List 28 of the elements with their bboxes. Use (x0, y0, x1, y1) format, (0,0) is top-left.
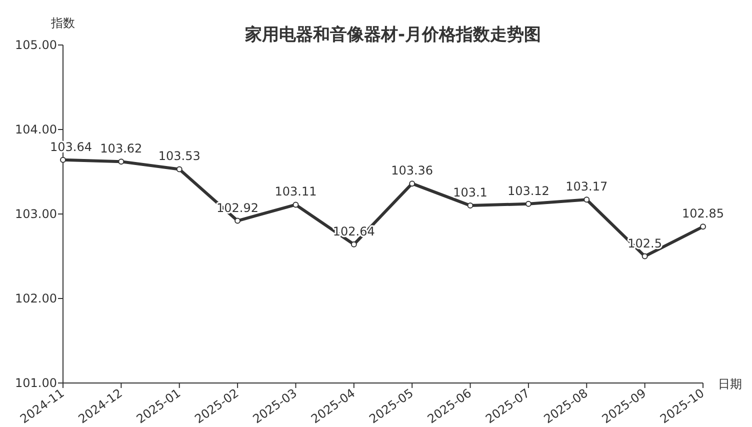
chart-title: 家用电器和音像器材-月价格指数走势图 (244, 25, 542, 45)
point (409, 180, 416, 187)
data-label: 103.11 (274, 184, 317, 199)
data-label: 103.36 (391, 164, 434, 178)
x-axis-title: 日期 (718, 377, 742, 391)
data-label: 103.12 (507, 184, 550, 198)
point (176, 166, 182, 172)
data-label: 103.62 (100, 142, 142, 156)
y-axis-title: 指数 (50, 16, 75, 30)
point (642, 253, 648, 260)
y-tick-label: 101.00 (15, 376, 57, 390)
point (118, 158, 124, 165)
point (350, 241, 357, 248)
data-label: 103.17 (566, 180, 608, 194)
point (700, 224, 706, 230)
data-label: 103.53 (158, 149, 200, 164)
point (584, 196, 590, 203)
data-label: 103.1 (453, 186, 488, 200)
y-tick-label: 103.00 (15, 207, 57, 221)
point (525, 200, 532, 207)
point (292, 202, 299, 208)
y-tick-label: 105.00 (15, 38, 57, 52)
y-tick-label: 104.00 (15, 122, 57, 136)
y-tick-label: 102.00 (15, 292, 57, 306)
point (234, 218, 241, 224)
point (60, 156, 66, 163)
data-label: 102.85 (682, 206, 724, 221)
point (467, 202, 474, 209)
